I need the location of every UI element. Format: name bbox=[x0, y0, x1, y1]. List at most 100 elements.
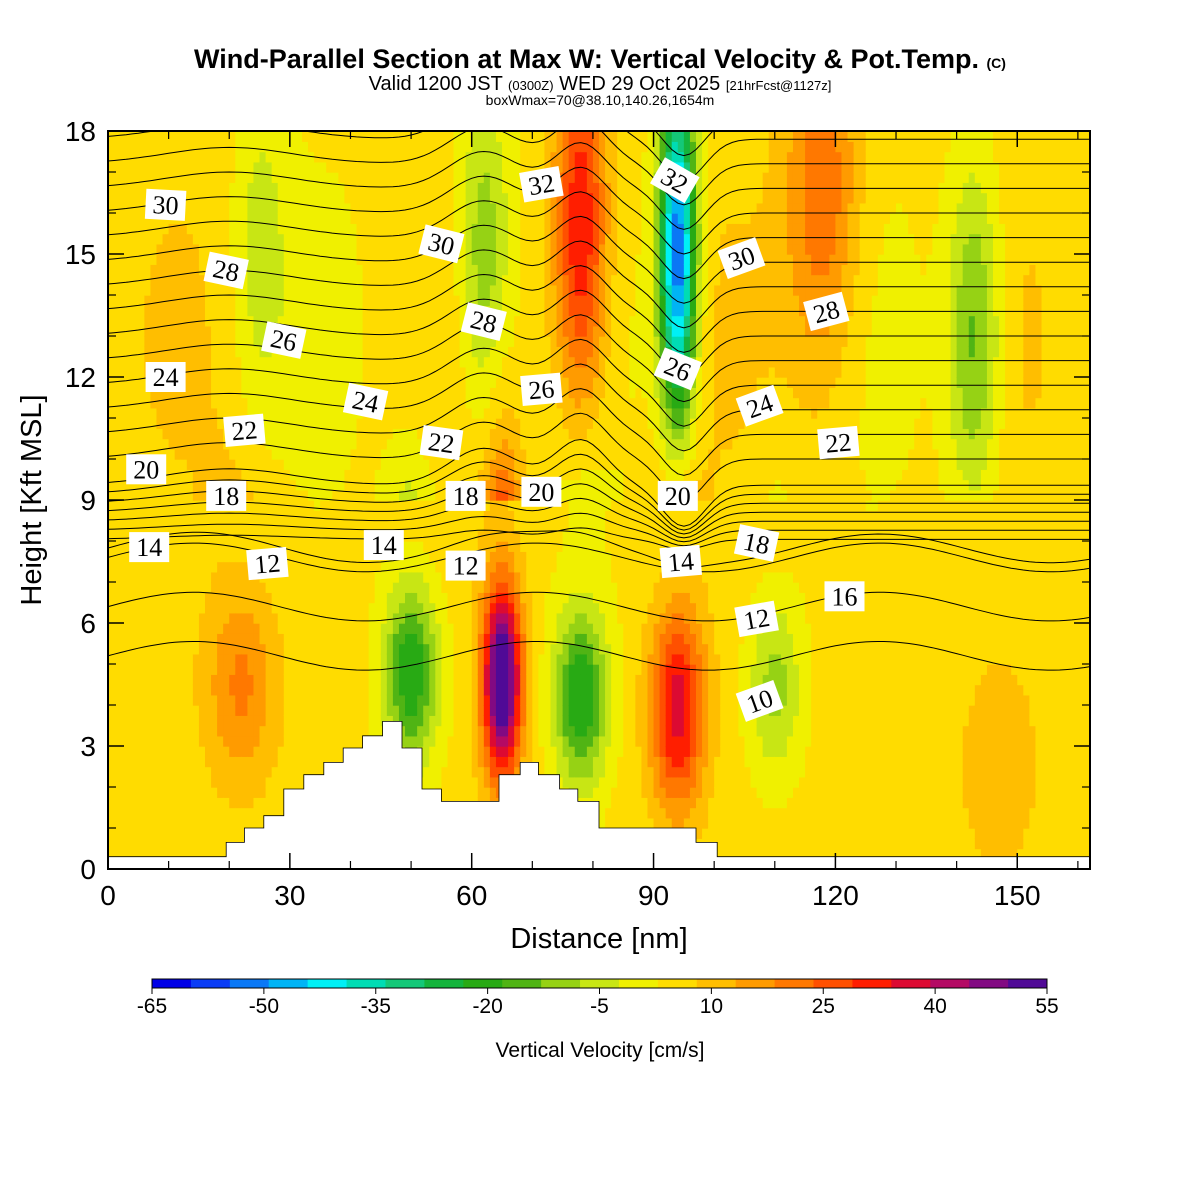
velocity-cell bbox=[241, 787, 249, 798]
velocity-cell bbox=[289, 479, 297, 491]
velocity-cell bbox=[211, 766, 218, 778]
velocity-cell bbox=[386, 633, 394, 645]
velocity-cell bbox=[156, 766, 164, 778]
velocity-cell bbox=[247, 705, 255, 716]
velocity-cell bbox=[441, 356, 449, 368]
velocity-cell bbox=[417, 735, 424, 747]
velocity-cell bbox=[301, 551, 309, 563]
velocity-cell bbox=[526, 694, 534, 706]
velocity-cell bbox=[156, 520, 164, 532]
velocity-cell bbox=[392, 284, 400, 296]
velocity-cell bbox=[392, 459, 400, 470]
velocity-cell bbox=[168, 325, 176, 337]
velocity-cell bbox=[223, 151, 230, 163]
velocity-cell bbox=[380, 161, 388, 173]
velocity-cell bbox=[229, 828, 236, 839]
velocity-cell bbox=[520, 325, 527, 337]
velocity-cell bbox=[198, 151, 206, 163]
velocity-cell bbox=[186, 766, 194, 778]
velocity-cell bbox=[144, 633, 152, 645]
velocity-cell bbox=[477, 459, 485, 470]
velocity-cell bbox=[368, 336, 376, 347]
velocity-cell bbox=[483, 510, 491, 522]
velocity-cell bbox=[314, 602, 321, 614]
velocity-cell bbox=[520, 243, 527, 255]
velocity-cell bbox=[417, 418, 424, 429]
velocity-cell bbox=[411, 438, 418, 450]
velocity-cell bbox=[380, 448, 388, 460]
velocity-cell bbox=[465, 469, 473, 481]
velocity-cell bbox=[320, 418, 327, 429]
velocity-cell bbox=[495, 213, 503, 224]
velocity-cell bbox=[217, 797, 224, 809]
velocity-cell bbox=[368, 243, 376, 255]
velocity-cell bbox=[520, 643, 527, 655]
velocity-cell bbox=[132, 705, 140, 716]
velocity-cell bbox=[211, 448, 218, 460]
velocity-cell bbox=[380, 274, 388, 286]
velocity-cell bbox=[217, 643, 224, 655]
velocity-cell bbox=[423, 284, 430, 296]
velocity-cell bbox=[502, 213, 509, 224]
velocity-cell bbox=[447, 592, 455, 604]
velocity-cell bbox=[114, 336, 121, 347]
velocity-cell bbox=[320, 161, 327, 173]
velocity-cell bbox=[180, 479, 188, 491]
velocity-cell bbox=[229, 571, 236, 583]
velocity-cell bbox=[108, 705, 115, 716]
velocity-cell bbox=[114, 254, 121, 265]
velocity-cell bbox=[362, 213, 370, 224]
velocity-cell bbox=[120, 284, 127, 296]
velocity-cell bbox=[186, 346, 194, 358]
velocity-cell bbox=[204, 715, 212, 727]
velocity-cell bbox=[138, 838, 146, 850]
velocity-cell bbox=[314, 612, 321, 624]
velocity-cell bbox=[247, 664, 255, 675]
velocity-cell bbox=[301, 612, 309, 624]
velocity-cell bbox=[502, 387, 509, 399]
velocity-cell bbox=[241, 520, 249, 532]
velocity-cell bbox=[295, 530, 303, 542]
velocity-cell bbox=[217, 694, 224, 706]
velocity-cell bbox=[138, 571, 146, 583]
velocity-cell bbox=[301, 766, 309, 778]
velocity-cell bbox=[259, 407, 267, 419]
velocity-cell bbox=[192, 264, 200, 276]
velocity-cell bbox=[411, 684, 418, 696]
velocity-cell bbox=[332, 725, 340, 737]
velocity-cell bbox=[198, 448, 206, 460]
velocity-cell bbox=[453, 387, 461, 399]
velocity-cell bbox=[277, 428, 285, 440]
velocity-cell bbox=[514, 366, 521, 378]
velocity-cell bbox=[411, 674, 418, 686]
velocity-cell bbox=[386, 705, 394, 716]
velocity-cell bbox=[350, 469, 358, 481]
velocity-cell bbox=[362, 325, 370, 337]
velocity-cell bbox=[259, 725, 267, 737]
velocity-cell bbox=[174, 602, 182, 614]
velocity-cell bbox=[144, 725, 152, 737]
velocity-cell bbox=[108, 366, 115, 378]
velocity-cell bbox=[126, 213, 133, 224]
velocity-cell bbox=[338, 172, 346, 183]
velocity-cell bbox=[132, 746, 140, 757]
velocity-cell bbox=[495, 633, 503, 645]
velocity-cell bbox=[126, 233, 133, 245]
velocity-cell bbox=[277, 438, 285, 450]
velocity-cell bbox=[289, 694, 297, 706]
velocity-cell bbox=[229, 397, 236, 409]
velocity-cell bbox=[259, 479, 267, 491]
velocity-cell bbox=[502, 325, 509, 337]
velocity-cell bbox=[180, 746, 188, 757]
velocity-cell bbox=[495, 131, 503, 142]
velocity-cell bbox=[204, 325, 212, 337]
velocity-cell bbox=[435, 643, 443, 655]
velocity-cell bbox=[338, 366, 346, 378]
velocity-cell bbox=[277, 725, 285, 737]
velocity-cell bbox=[495, 571, 503, 583]
velocity-cell bbox=[386, 582, 394, 593]
velocity-cell bbox=[289, 141, 297, 153]
velocity-cell bbox=[289, 612, 297, 624]
velocity-cell bbox=[132, 315, 140, 327]
velocity-cell bbox=[405, 571, 412, 583]
